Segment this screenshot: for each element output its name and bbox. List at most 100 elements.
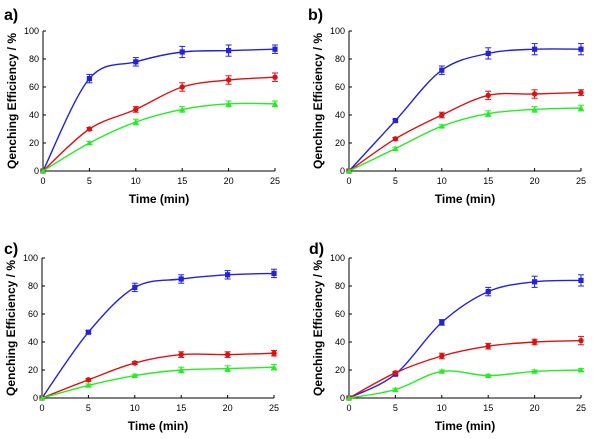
data-point-triangle <box>86 140 93 146</box>
data-point-circle <box>578 337 584 344</box>
data-point-square <box>485 289 491 295</box>
y-tick-label: 80 <box>28 281 38 291</box>
series-line <box>41 272 275 399</box>
y-tick-label: 100 <box>24 26 39 36</box>
data-point-square <box>271 270 277 276</box>
series-2 <box>346 335 584 401</box>
x-tick-label: 25 <box>576 403 586 413</box>
data-point-triangle <box>39 395 45 401</box>
series-line <box>348 48 582 172</box>
x-tick-label: 10 <box>131 176 141 186</box>
series-line <box>348 279 582 399</box>
series-line <box>348 107 582 172</box>
x-axis-title: Time (min) <box>129 192 189 206</box>
y-tick-label: 60 <box>29 82 39 92</box>
series-1 <box>39 268 277 401</box>
data-point-triangle <box>578 367 584 373</box>
data-point-triangle <box>531 106 538 112</box>
data-point-square <box>532 46 538 52</box>
data-point-square <box>85 329 91 335</box>
data-point-triangle <box>438 368 445 374</box>
data-point-triangle <box>485 372 492 378</box>
y-tick-label: 40 <box>335 110 345 120</box>
data-point-circle <box>225 77 232 83</box>
data-point-triangle <box>131 372 138 378</box>
series-2 <box>40 72 278 174</box>
data-point-circle <box>439 353 445 359</box>
chart-panel-2: b) 0 5 10 15 20 25 0 20 40 60 80 100 Time (min) Qenchi… <box>308 7 586 206</box>
data-point-square <box>133 59 139 65</box>
series-line <box>42 48 276 172</box>
y-tick-label: 80 <box>335 281 345 291</box>
data-point-triangle <box>85 382 92 388</box>
x-tick-label: 25 <box>269 403 279 413</box>
data-point-triangle <box>40 168 46 174</box>
x-tick-label: 20 <box>223 403 233 413</box>
data-point-triangle <box>224 365 231 371</box>
y-axis-title: Qenching Efficiency / % <box>4 260 18 396</box>
y-tick-label: 40 <box>28 337 38 347</box>
series-3 <box>40 100 278 174</box>
data-point-square <box>392 118 398 124</box>
y-tick-label: 20 <box>335 365 345 375</box>
data-point-circle <box>179 84 185 90</box>
x-tick-label: 5 <box>86 403 91 413</box>
y-tick-label: 100 <box>23 253 38 263</box>
y-tick-label: 60 <box>28 309 38 319</box>
x-tick-label: 10 <box>437 403 447 413</box>
panel-label: b) <box>308 7 323 24</box>
data-point-circle <box>392 136 399 142</box>
data-point-square <box>179 49 185 55</box>
data-point-circle <box>132 360 138 366</box>
y-tick-label: 80 <box>29 54 39 64</box>
x-tick-label: 0 <box>346 403 351 413</box>
series-3 <box>346 104 584 174</box>
x-axis-title: Time (min) <box>435 192 495 206</box>
x-tick-label: 25 <box>576 176 586 186</box>
data-point-square <box>226 48 232 54</box>
data-point-triangle <box>438 123 445 129</box>
y-tick-label: 60 <box>335 309 345 319</box>
series-3 <box>39 363 277 401</box>
data-point-triangle <box>392 386 399 392</box>
data-point-square <box>532 279 538 285</box>
x-tick-label: 15 <box>483 176 493 186</box>
data-point-triangle <box>578 105 584 111</box>
x-axis-title: Time (min) <box>435 419 495 433</box>
y-tick-label: 20 <box>28 365 38 375</box>
series-line <box>348 369 582 399</box>
chart-panel-1: a) 0 5 10 15 20 25 0 20 40 60 80 100 Time (min) Qenchi… <box>4 7 280 206</box>
data-point-circle <box>485 343 491 349</box>
y-tick-label: 80 <box>335 54 345 64</box>
series-1 <box>40 44 278 174</box>
data-point-triangle <box>225 100 232 107</box>
y-tick-label: 20 <box>335 138 345 148</box>
y-axis-title: Qenching Efficiency / % <box>311 33 325 169</box>
x-tick-label: 5 <box>393 403 398 413</box>
data-point-triangle <box>392 145 399 151</box>
data-point-circle <box>85 377 92 383</box>
series-2 <box>346 89 584 174</box>
y-axis-title: Qenching Efficiency / % <box>311 260 325 396</box>
x-tick-label: 20 <box>224 176 234 186</box>
data-point-square <box>178 276 184 282</box>
data-point-triangle <box>531 368 538 374</box>
series-line <box>42 76 276 172</box>
series-line <box>348 91 582 172</box>
x-tick-label: 25 <box>270 176 280 186</box>
data-point-triangle <box>179 106 186 112</box>
panel-label: c) <box>4 241 18 258</box>
data-point-square <box>439 319 445 325</box>
x-axis-title: Time (min) <box>128 419 188 433</box>
y-tick-label: 0 <box>33 393 38 403</box>
x-tick-label: 0 <box>39 403 44 413</box>
y-tick-label: 20 <box>29 138 39 148</box>
data-point-circle <box>531 339 538 345</box>
data-point-circle <box>178 351 184 358</box>
y-tick-label: 0 <box>340 166 345 176</box>
y-tick-label: 0 <box>340 393 345 403</box>
data-point-triangle <box>271 364 277 370</box>
x-tick-label: 20 <box>530 176 540 186</box>
chart-panel-4: d) 0 5 10 15 20 25 0 20 40 60 80 100 Time (min) Qenchi… <box>309 241 586 433</box>
